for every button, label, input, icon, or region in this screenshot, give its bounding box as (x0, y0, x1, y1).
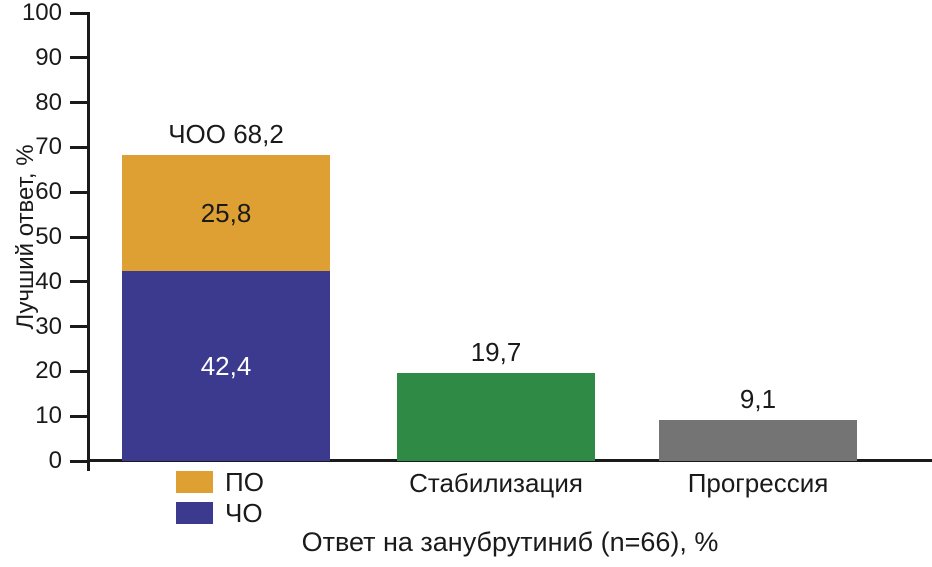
y-tick-mark (70, 101, 89, 105)
y-tick-label: 90 (35, 43, 62, 71)
y-tick-label: 30 (35, 312, 62, 340)
y-tick-mark (70, 369, 89, 373)
bar-total-label: ЧОО 68,2 (168, 119, 284, 150)
y-tick-mark (70, 235, 89, 239)
bar-segment-ПО: 25,8 (122, 155, 330, 272)
y-tick-mark (70, 56, 89, 60)
category-label: Стабилизация (409, 468, 583, 498)
legend-swatch (176, 471, 213, 493)
y-tick-mark (70, 145, 89, 149)
y-tick-label: 20 (35, 357, 62, 385)
bar-total-label: 19,7 (470, 336, 522, 367)
y-tick-label: 50 (35, 223, 62, 250)
category-label: Прогрессия (687, 468, 829, 498)
legend: ПО ЧО (176, 467, 264, 533)
y-tick-mark (70, 459, 89, 463)
y-tick-label: 70 (35, 133, 62, 161)
y-axis-line (87, 12, 90, 471)
y-tick-mark (70, 325, 89, 329)
y-tick-label: 40 (35, 267, 62, 295)
y-tick-label: 80 (35, 88, 62, 116)
y-tick-label: 100 (21, 0, 62, 26)
y-tick-mark (70, 280, 89, 284)
bar-total-label: 9,1 (739, 384, 777, 415)
legend-item-ЧО: ЧО (176, 498, 264, 528)
legend-label: ПО (225, 467, 264, 497)
bar-segment-ЧО: 42,4 (122, 271, 330, 461)
y-tick-label: 10 (35, 402, 62, 430)
x-axis-title: Ответ на занубрутиниб (n=66), % (301, 527, 719, 557)
y-tick-mark (70, 414, 89, 418)
legend-item-ПО: ПО (176, 467, 264, 497)
bar-segment-Стабилизация (397, 372, 595, 461)
bar-value-label: 25,8 (200, 197, 252, 228)
bar-value-label: 42,4 (200, 350, 252, 381)
y-tick-mark (70, 11, 89, 15)
legend-swatch (176, 502, 213, 524)
y-tick-label: 60 (35, 178, 62, 206)
y-tick-label: 0 (48, 447, 62, 474)
y-tick-mark (70, 190, 89, 194)
bar-segment-Прогрессия (659, 420, 857, 461)
legend-label: ЧО (225, 498, 263, 528)
